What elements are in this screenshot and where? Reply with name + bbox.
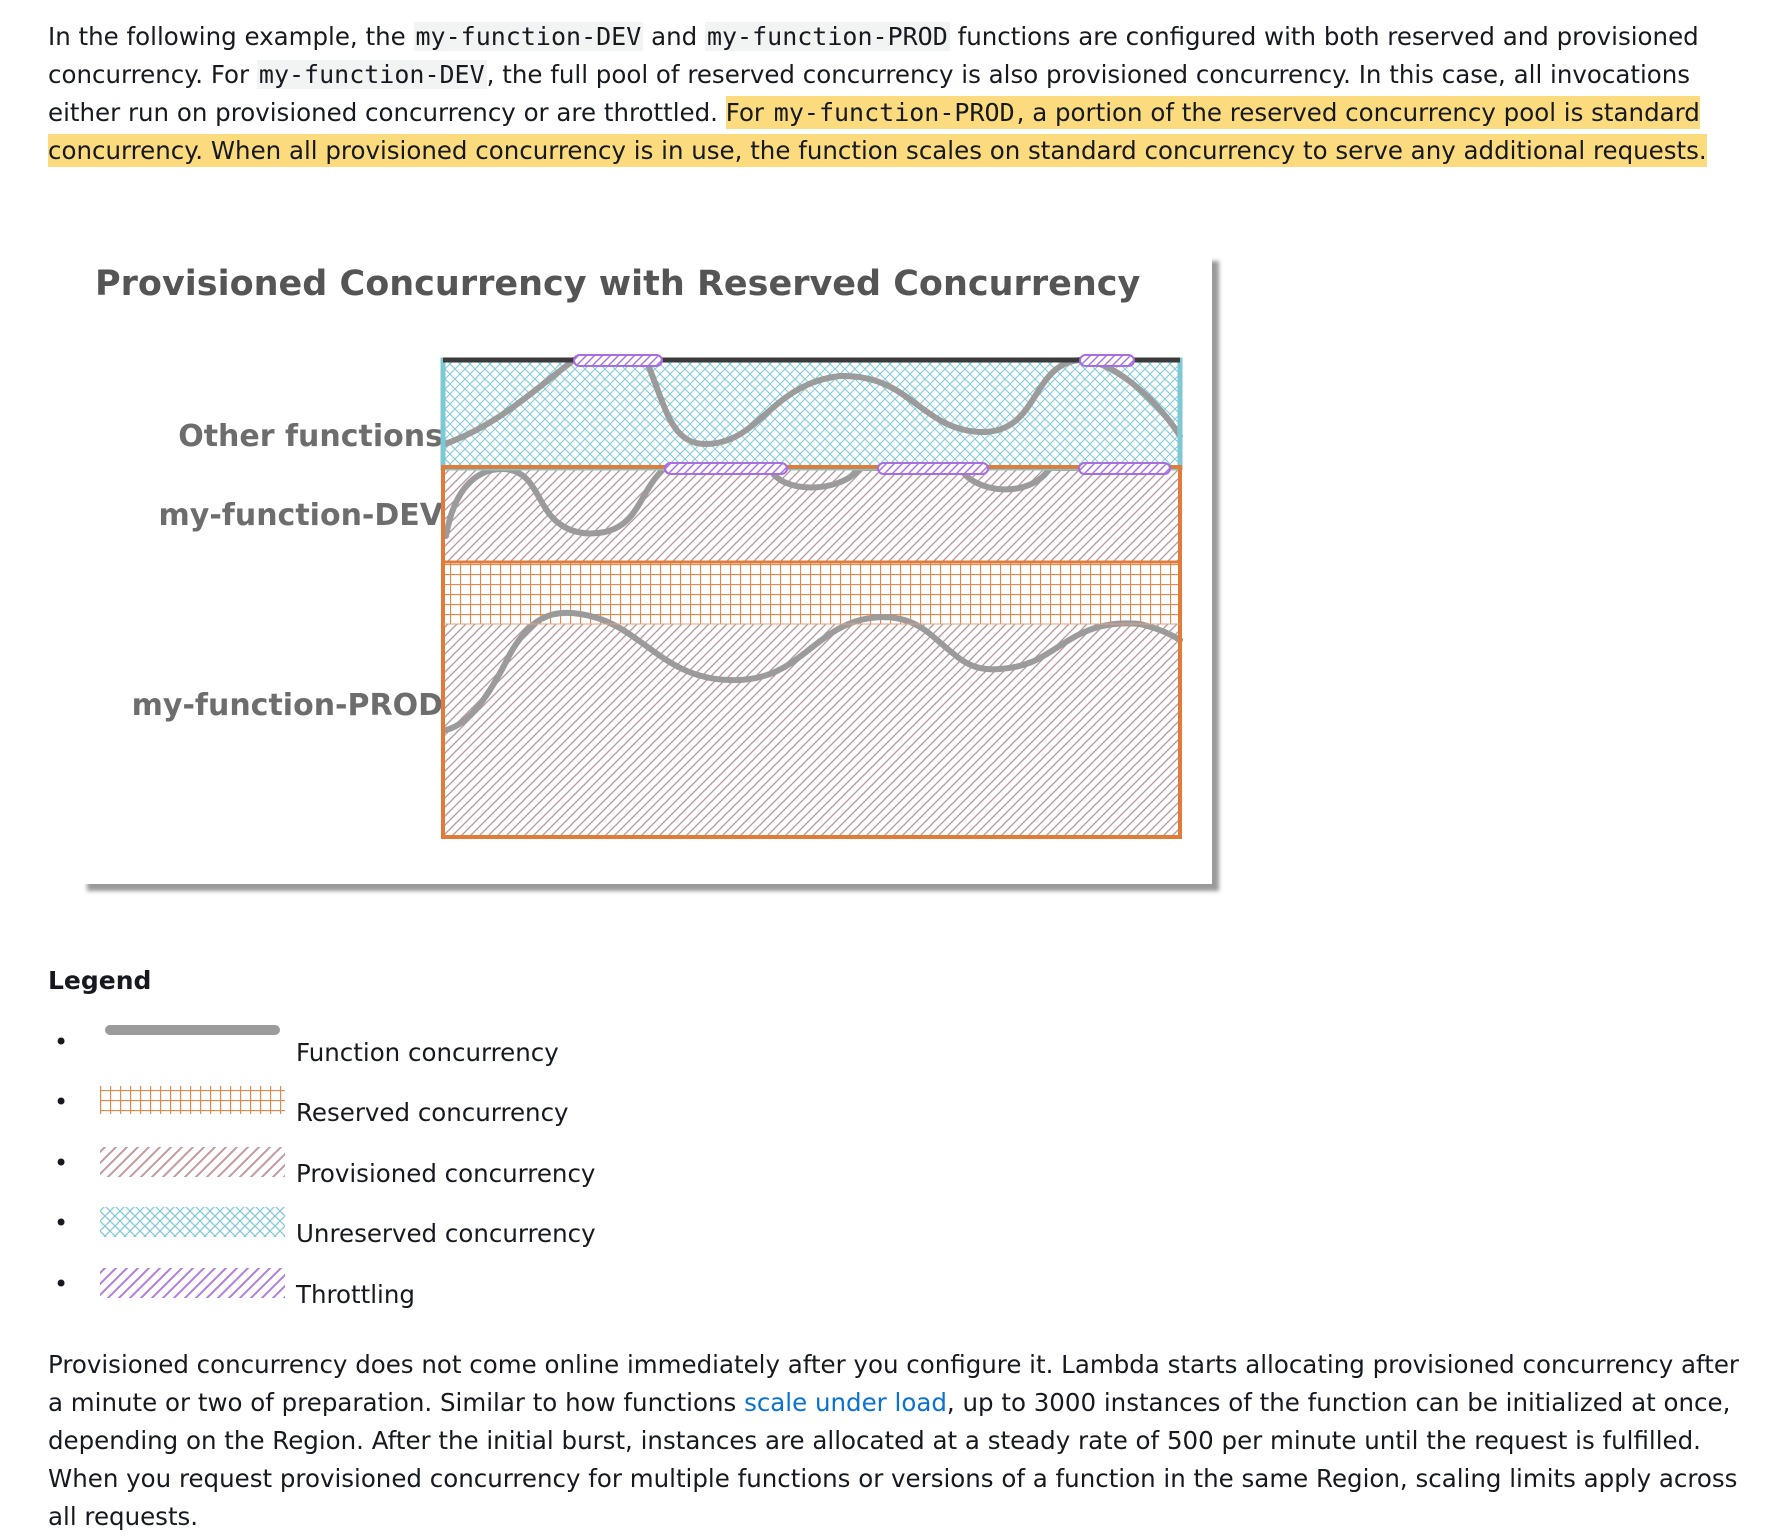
row-label-function-prod: my-function-PROD	[131, 688, 443, 723]
diagram-title: Provisioned Concurrency with Reserved Co…	[95, 264, 1141, 304]
legend-item-unreserved-concurrency: • Unreserved concurrency	[48, 1201, 648, 1248]
prod-provisioned-area	[443, 624, 1180, 837]
legend-label: Reserved concurrency	[296, 1098, 569, 1127]
throttle-mark	[1078, 462, 1171, 475]
outro-text: Provisioned concurrency does not come on…	[48, 1350, 1739, 1417]
throttle-mark	[877, 462, 989, 475]
legend-label: Unreserved concurrency	[296, 1219, 596, 1248]
legend-label: Throttling	[296, 1280, 415, 1309]
bullet: •	[54, 1028, 69, 1056]
scale-under-load-link[interactable]: scale under load	[744, 1388, 947, 1417]
code-function-dev: my-function-DEV	[413, 22, 644, 51]
code-function-prod: my-function-PROD	[773, 98, 1015, 127]
throttle-mark	[664, 462, 788, 475]
intro-text: , the full pool of reserved concurrency …	[48, 60, 1691, 127]
bullet: •	[54, 1149, 69, 1177]
row-label-other-functions: Other functions	[178, 419, 443, 454]
intro-text: In the following example, the	[48, 22, 414, 51]
outro-text: , up to 3000 instances of the function c…	[48, 1388, 1738, 1531]
throttle-mark	[573, 354, 663, 367]
concurrency-line-prod	[443, 609, 1183, 733]
code-function-prod: my-function-PROD	[704, 22, 950, 51]
legend-label: Provisioned concurrency	[296, 1159, 596, 1188]
provisioned-concurrency-swatch	[100, 1147, 285, 1177]
highlight-text: For	[725, 98, 772, 127]
throttling-swatch	[100, 1268, 285, 1298]
diagram-graphic	[440, 354, 1183, 839]
intro-text: functions are configured with both reser…	[48, 22, 1699, 89]
unreserved-concurrency-swatch	[100, 1207, 285, 1237]
throttle-mark	[1079, 354, 1135, 367]
reserved-concurrency-swatch	[100, 1086, 285, 1114]
intro-paragraph: In the following example, the my-functio…	[48, 18, 1748, 170]
legend-item-provisioned-concurrency: • Provisioned concurrency	[48, 1141, 648, 1188]
intro-text: and	[643, 22, 705, 51]
unreserved-area	[443, 361, 1180, 467]
bullet: •	[54, 1088, 69, 1116]
code-function-dev: my-function-DEV	[256, 60, 487, 89]
legend-item-reserved-concurrency: • Reserved concurrency	[48, 1080, 648, 1127]
legend-item-function-concurrency: • Function concurrency	[48, 1020, 648, 1067]
function-concurrency-swatch	[105, 1025, 280, 1035]
bullet: •	[54, 1270, 69, 1298]
reserved-border	[441, 465, 1182, 839]
legend-title: Legend	[48, 966, 152, 995]
legend-label: Function concurrency	[296, 1038, 559, 1067]
legend-item-throttling: • Throttling	[48, 1262, 648, 1309]
highlight-text: , a portion of the reserved concurrency …	[48, 98, 1707, 165]
dev-provisioned-area	[443, 467, 1180, 562]
row-label-function-dev: my-function-DEV	[158, 498, 443, 533]
outro-paragraph: Provisioned concurrency does not come on…	[48, 1346, 1748, 1536]
concurrency-diagram: Provisioned Concurrency with Reserved Co…	[80, 254, 1212, 884]
bullet: •	[54, 1209, 69, 1237]
